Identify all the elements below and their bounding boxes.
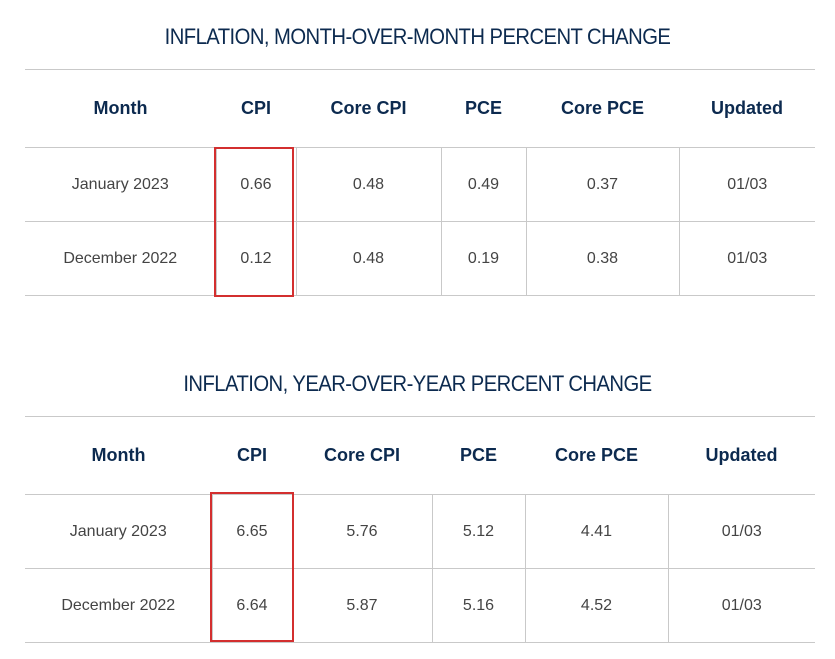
mom-header-cpi: CPI: [240, 98, 271, 118]
yoy-cell-core-pce: 4.41: [524, 494, 668, 569]
mom-cell-pce: 0.19: [440, 221, 526, 296]
mom-cell-cpi: 0.12: [215, 221, 296, 296]
mom-header-pce: PCE: [464, 98, 502, 118]
yoy-table: Month CPI Core CPI PCE Core PCE Updated …: [25, 416, 815, 643]
mom-cell-core-pce: 0.37: [525, 147, 679, 222]
yoy-cell-core-cpi: 5.87: [291, 568, 432, 643]
table-row: December 2022 6.64 5.87 5.16 4.52 01/03: [25, 568, 815, 643]
mom-header-month: Month: [93, 98, 148, 118]
mom-cell-month: December 2022: [25, 221, 216, 296]
mom-cpi-highlight-box: [214, 147, 294, 297]
yoy-cell-cpi: 6.65: [211, 494, 292, 569]
table-row: January 2023 0.66 0.48 0.49 0.37 01/03: [25, 147, 815, 222]
yoy-cpi-highlight-box: [210, 492, 294, 642]
yoy-cell-updated: 01/03: [667, 568, 815, 643]
mom-cell-cpi: 0.66: [215, 147, 296, 222]
yoy-header-pce: PCE: [459, 445, 497, 465]
mom-cell-core-cpi: 0.48: [295, 221, 441, 296]
mom-cell-updated: 01/03: [678, 147, 815, 222]
yoy-cell-month: December 2022: [25, 568, 212, 643]
mom-header-core-cpi: Core CPI: [330, 98, 407, 118]
yoy-cell-core-cpi: 5.76: [291, 494, 432, 569]
yoy-cell-core-pce: 4.52: [524, 568, 668, 643]
mom-header-core-pce: Core PCE: [560, 98, 645, 118]
mom-cell-month: January 2023: [25, 147, 216, 222]
yoy-header-row: Month CPI Core CPI PCE Core PCE Updated: [25, 416, 815, 495]
yoy-cell-pce: 5.16: [431, 568, 525, 643]
yoy-header-core-cpi: Core CPI: [323, 445, 401, 465]
yoy-header-month: Month: [91, 445, 146, 465]
mom-cell-pce: 0.49: [440, 147, 526, 222]
yoy-table-title: INFLATION, YEAR-OVER-YEAR PERCENT CHANGE: [183, 371, 652, 396]
yoy-cell-cpi: 6.64: [211, 568, 292, 643]
table-row: January 2023 6.65 5.76 5.12 4.41 01/03: [25, 494, 815, 569]
mom-cell-core-cpi: 0.48: [295, 147, 441, 222]
yoy-header-core-pce: Core PCE: [554, 445, 639, 465]
yoy-cell-pce: 5.12: [431, 494, 525, 569]
mom-table: Month CPI Core CPI PCE Core PCE Updated …: [25, 69, 815, 296]
yoy-header-cpi: CPI: [236, 445, 267, 465]
mom-table-title: INFLATION, MONTH-OVER-MONTH PERCENT CHAN…: [164, 24, 671, 49]
mom-header-updated: Updated: [711, 98, 783, 118]
yoy-cell-month: January 2023: [25, 494, 212, 569]
mom-cell-updated: 01/03: [678, 221, 815, 296]
yoy-cell-updated: 01/03: [667, 494, 815, 569]
mom-header-row: Month CPI Core CPI PCE Core PCE Updated: [25, 69, 815, 148]
table-row: December 2022 0.12 0.48 0.19 0.38 01/03: [25, 221, 815, 296]
yoy-header-updated: Updated: [705, 445, 778, 465]
mom-cell-core-pce: 0.38: [525, 221, 679, 296]
